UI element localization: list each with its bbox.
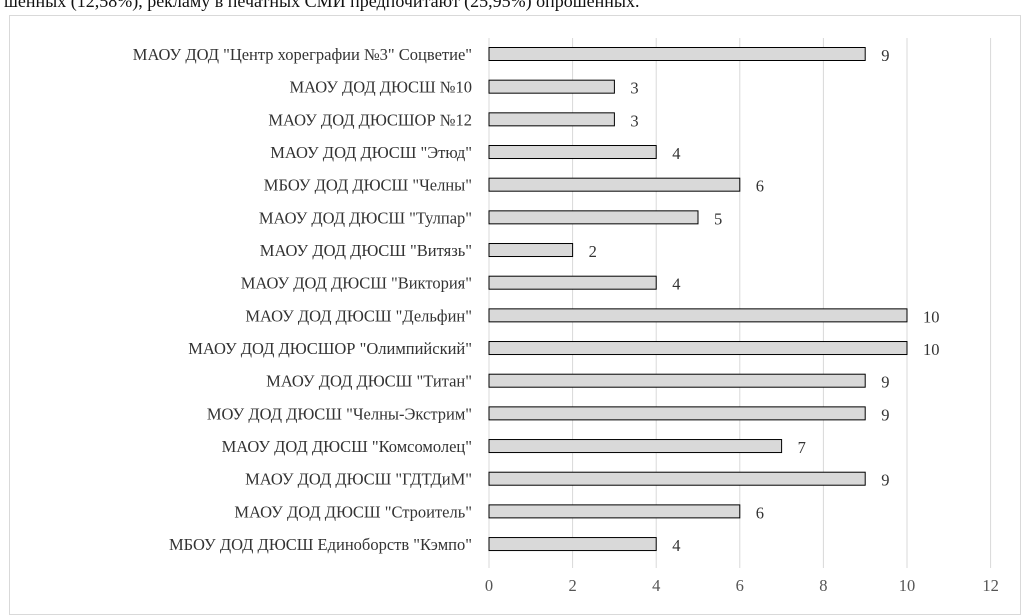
value-label: 5 <box>714 209 722 228</box>
category-label: МАОУ ДОД ДЮСШ "Этюд" <box>270 143 472 162</box>
value-label: 6 <box>756 177 764 196</box>
value-label: 4 <box>672 536 680 555</box>
category-label: МОУ ДОД ДЮСШ "Челны-Экстрим" <box>207 404 472 423</box>
category-label: МАОУ ДОД ДЮСШ "ГДТДиМ" <box>245 470 472 489</box>
bars <box>488 47 908 552</box>
value-label: 9 <box>881 405 889 424</box>
category-label: МАОУ ДОД ДЮСШ "Витязь" <box>260 241 472 260</box>
bar <box>488 537 657 552</box>
value-labels: 9 3 3 4 6 5 2 4 10 10 9 9 7 9 6 4 <box>589 46 940 555</box>
value-label: 9 <box>881 373 889 392</box>
category-label: МАОУ ДОД ДЮСШ "Дельфин" <box>245 306 472 325</box>
value-label: 3 <box>630 79 638 98</box>
bar <box>488 112 615 127</box>
value-label: 10 <box>923 340 940 359</box>
x-tick-labels: 0 2 4 6 8 10 12 <box>485 576 999 595</box>
value-label: 9 <box>881 471 889 490</box>
category-label: МАОУ ДОД ДЮСШ "Тулпар" <box>259 208 472 227</box>
bar <box>488 341 908 356</box>
category-label: МАОУ ДОД ДЮСШ "Строитель" <box>234 502 472 521</box>
value-label: 7 <box>798 438 806 457</box>
category-label: МАОУ ДОД ДЮСШ "Комсомолец" <box>222 437 472 456</box>
category-label: МБОУ ДОД ДЮСШ Единоборств "Кэмпо" <box>169 535 472 554</box>
value-label: 2 <box>589 242 597 261</box>
value-label: 10 <box>923 307 940 326</box>
category-label: МБОУ ДОД ДЮСШ "Челны" <box>264 176 472 195</box>
bar <box>488 373 866 388</box>
category-label: МАОУ ДОД ДЮСШ №10 <box>289 78 472 97</box>
header-text: шенных (12,58%), рекламу в печатных СМИ … <box>4 0 640 11</box>
bar <box>488 471 866 486</box>
bar <box>488 177 741 192</box>
bar <box>488 439 783 454</box>
value-label: 9 <box>881 46 889 65</box>
x-tick-label: 2 <box>568 576 576 595</box>
value-label: 6 <box>756 503 764 522</box>
value-label: 4 <box>672 275 680 294</box>
category-labels: МАОУ ДОД "Центр хореграфии №3" Соцветие"… <box>133 45 472 554</box>
x-tick-label: 4 <box>652 576 660 595</box>
bar <box>488 406 866 421</box>
value-label: 3 <box>630 111 638 130</box>
x-tick-label: 6 <box>736 576 744 595</box>
bar <box>488 47 866 61</box>
bar <box>488 308 908 323</box>
category-label: МАОУ ДОД "Центр хореграфии №3" Соцветие" <box>133 45 472 64</box>
x-tick-label: 10 <box>899 576 916 595</box>
bar <box>488 275 657 290</box>
category-label: МАОУ ДОД ДЮСШОР "Олимпийский" <box>188 339 472 358</box>
x-tick-label: 0 <box>485 576 493 595</box>
category-label: МАОУ ДОД ДЮСШОР №12 <box>268 110 472 129</box>
category-label: МАОУ ДОД ДЮСШ "Виктория" <box>241 274 472 293</box>
bar <box>488 79 615 94</box>
bar <box>488 210 699 225</box>
x-tick-label: 12 <box>982 576 999 595</box>
x-tick-label: 8 <box>819 576 827 595</box>
bar <box>488 243 574 258</box>
category-label: МАОУ ДОД ДЮСШ "Титан" <box>266 372 472 391</box>
bar <box>488 504 741 519</box>
value-label: 4 <box>672 144 680 163</box>
bar <box>488 145 657 160</box>
